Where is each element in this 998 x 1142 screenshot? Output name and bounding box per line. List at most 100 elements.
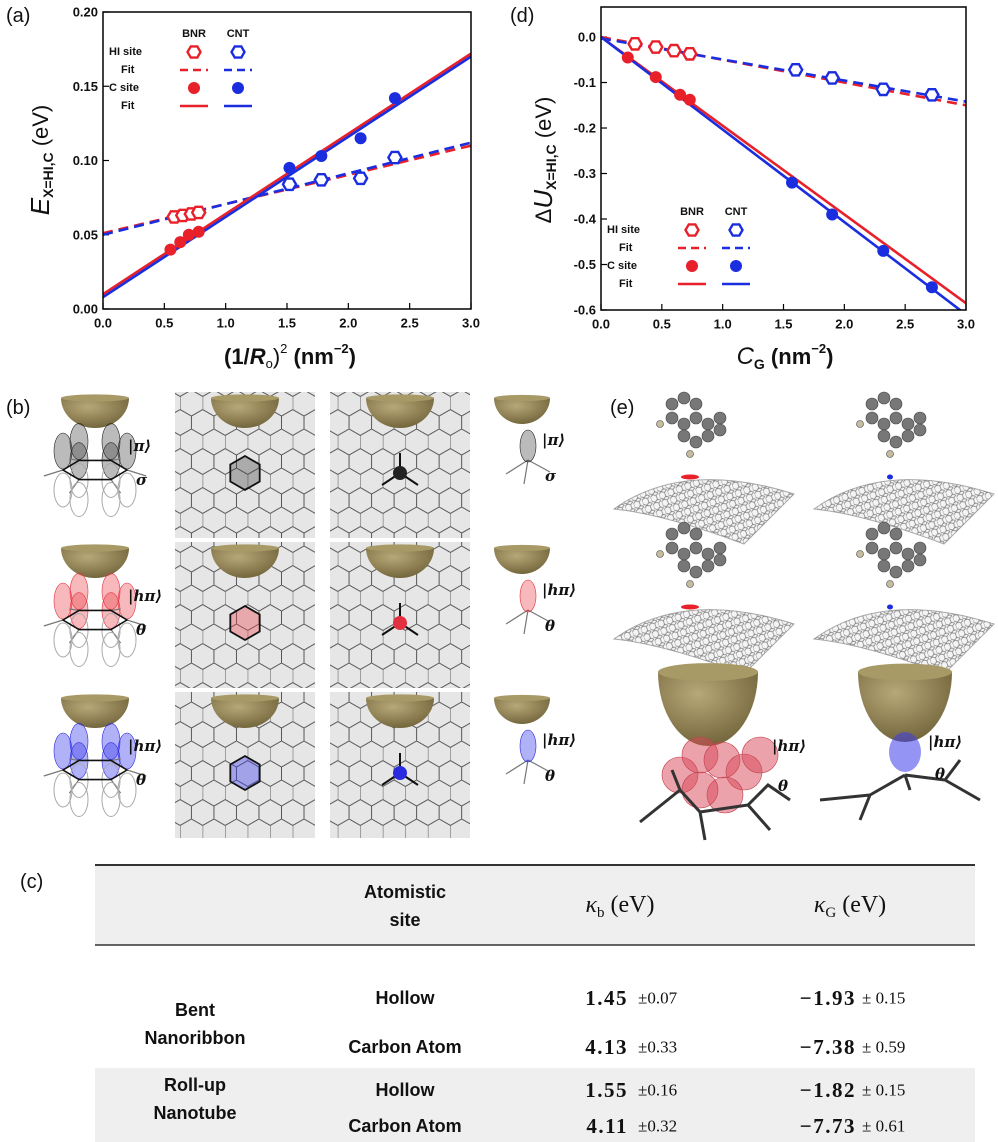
atom (687, 451, 694, 458)
orbital (682, 772, 718, 808)
atom (878, 522, 890, 534)
value-cell: 1.55 (585, 1078, 628, 1102)
plot-area (103, 54, 471, 298)
x-tick-label: 3.0 (462, 316, 480, 331)
data-point (668, 45, 681, 56)
x-tick-label: 0.0 (94, 316, 112, 331)
legend-header: CNT (725, 206, 748, 218)
molecule-scene (614, 522, 794, 674)
tip (494, 548, 550, 574)
tip-top (366, 394, 434, 401)
data-point (315, 174, 328, 185)
site-cell: Hollow (376, 1080, 436, 1100)
orbital-lower (70, 483, 88, 517)
orbital-lower (102, 633, 120, 667)
data-point (877, 84, 890, 95)
tip (494, 398, 550, 424)
error-cell: ±0.07 (638, 989, 678, 1008)
tip-top (858, 664, 952, 681)
error-cell: ±0.33 (638, 1038, 677, 1057)
atom (890, 528, 902, 540)
data-point (826, 208, 838, 220)
panel-label: (e) (610, 397, 634, 419)
atom (702, 418, 714, 430)
x-axis-label: CG (nm−2) (737, 341, 834, 372)
y-tick-label: 0.00 (73, 302, 98, 317)
orbital (54, 433, 72, 469)
orbital-lower (54, 473, 72, 507)
y-axis-label: EX=HI,C (eV) (25, 105, 56, 216)
panel-label: (b) (6, 397, 30, 419)
orbital-lower (118, 623, 136, 657)
molecule-scene (814, 522, 994, 674)
panel-label: (c) (20, 871, 43, 893)
plot-frame (103, 12, 471, 309)
data-point (355, 132, 367, 144)
x-tick-label: 0.0 (592, 317, 610, 332)
site-hexagon (230, 606, 259, 640)
legend-label: C site (109, 82, 139, 94)
atom (690, 528, 702, 540)
sheet-mesh (814, 480, 994, 544)
orbital (102, 573, 120, 609)
tip (61, 398, 129, 428)
value-cell: 4.11 (586, 1114, 628, 1138)
orbital (70, 423, 88, 459)
label-part: o (266, 356, 273, 371)
label-part: G (754, 356, 765, 372)
fit-line (103, 57, 471, 298)
data-point (388, 152, 401, 163)
orbital (520, 730, 536, 762)
legend-label: HI site (607, 224, 640, 236)
orbital (54, 583, 72, 619)
error-cell: ±0.32 (638, 1117, 677, 1136)
tip-top (366, 544, 434, 551)
page: (a) (d) (b) (e) (c) (1/Ro)2 (nm−2) EX=HI… (0, 0, 998, 1142)
bond (44, 620, 63, 626)
label-part: ) (273, 344, 280, 369)
bond (506, 610, 528, 624)
tip-top (61, 394, 129, 401)
orbital (520, 430, 536, 462)
atom (902, 560, 914, 572)
x-tick-label: 0.5 (653, 317, 671, 332)
orbital (70, 573, 88, 609)
atom (666, 542, 678, 554)
atom (887, 581, 894, 588)
data-point (826, 72, 839, 83)
orbital (70, 723, 88, 759)
atom (690, 412, 702, 424)
data-point (283, 179, 296, 190)
atom (890, 398, 902, 410)
label-part: R (250, 344, 266, 369)
atom (866, 398, 878, 410)
atom (902, 418, 914, 430)
atom (890, 436, 902, 448)
bond (44, 470, 63, 476)
legend-header: BNR (182, 28, 206, 40)
group-label: Nanoribbon (145, 1028, 246, 1048)
error-cell: ±0.16 (638, 1081, 677, 1100)
orbital-lower (54, 773, 72, 807)
header-cell: site (389, 910, 420, 930)
data-point (629, 38, 642, 49)
atom (914, 412, 926, 424)
label-part: (1/ (224, 344, 250, 369)
molecule-scene (814, 392, 994, 544)
data-point (789, 64, 802, 75)
atom (866, 542, 878, 554)
orbital-label: |π⟩ (128, 437, 151, 455)
orbital-label: |hπ⟩ (928, 733, 962, 751)
label-part: (eV) (28, 105, 53, 153)
legend-label: HI site (109, 46, 142, 58)
angle-label: σ (545, 467, 557, 485)
atom (690, 436, 702, 448)
angle-label: θ (545, 617, 555, 635)
y-tick-label: -0.3 (574, 166, 596, 181)
legend-symbol (232, 82, 244, 94)
x-tick-label: 2.0 (339, 316, 357, 331)
atom (857, 421, 864, 428)
label-part: X=HI,C (543, 144, 559, 190)
error-cell: ± 0.15 (862, 1081, 905, 1100)
data-point (650, 71, 662, 83)
